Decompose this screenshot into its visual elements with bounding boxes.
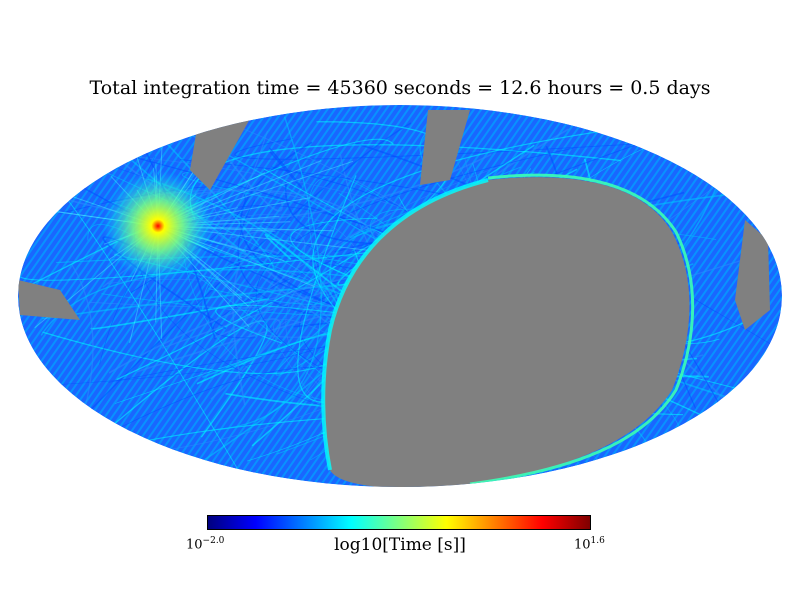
dense-boundary-arc [321, 178, 489, 471]
unobserved-region [324, 177, 690, 487]
scan-arc [71, 264, 94, 416]
colorbar [207, 515, 591, 530]
scan-arc [268, 147, 303, 189]
scan-arc [212, 116, 715, 339]
colorbar-max-label: 101.6 [574, 536, 605, 553]
high-exposure-hotspot [103, 171, 213, 281]
scan-arc [116, 121, 454, 381]
figure-title: Total integration time = 45360 seconds =… [89, 77, 711, 99]
unobserved-strip [18, 280, 80, 320]
scan-arc [692, 297, 773, 346]
scan-arc [234, 138, 690, 160]
unobserved-strip [420, 110, 470, 185]
scan-arc [216, 116, 322, 431]
colorbar-min-label: 10−2.0 [186, 536, 225, 553]
dense-boundary-arc [469, 173, 695, 486]
colorbar-label: log10[Time [s]] [334, 535, 466, 555]
scan-arc [210, 318, 282, 400]
unobserved-strip [735, 220, 770, 330]
